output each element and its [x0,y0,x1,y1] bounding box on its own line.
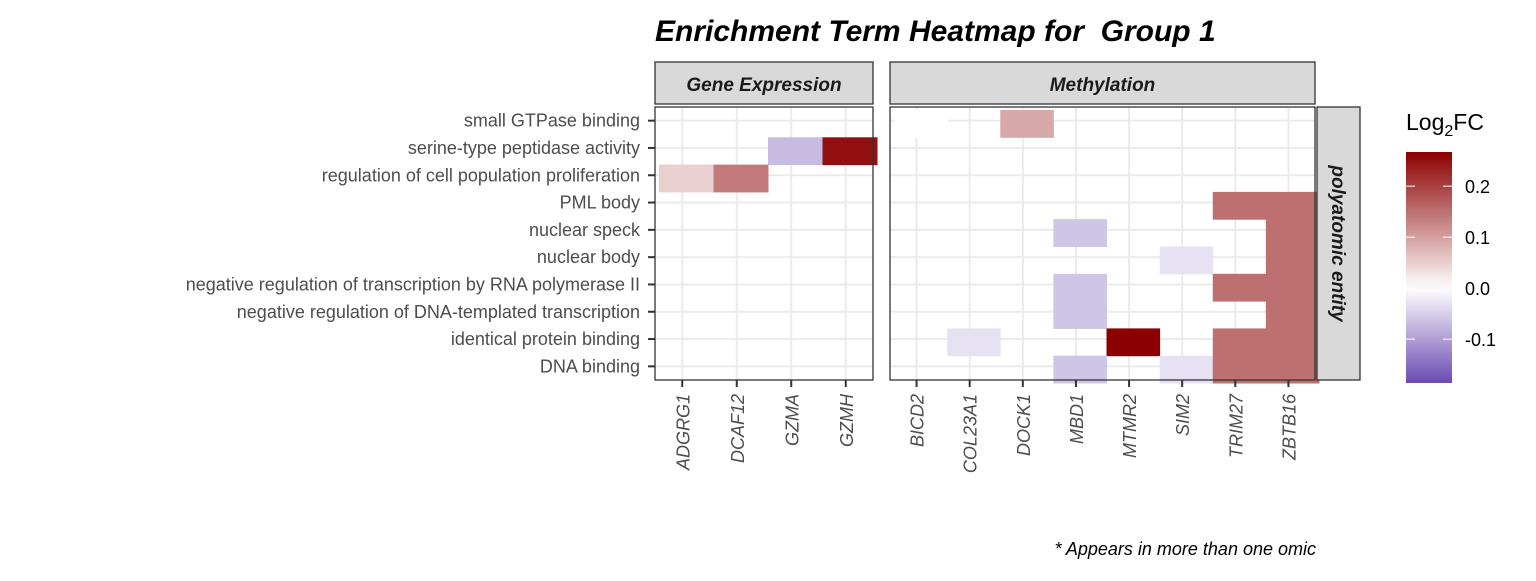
panel-methylation: Methylation BICD2 COL23A1 DOCK1 MBD1 MTMR2 SIM… [889,61,1320,473]
legend-title-main: Log [1406,109,1444,135]
heatmap-cell [1265,219,1320,247]
heatmap-cell [768,137,823,166]
row-facet-strip-label: polyatomic entity [1327,164,1348,323]
x-tick-label: BICD2 [908,394,928,447]
y-tick-label: negative regulation of transcription by … [186,274,640,294]
footnote: * Appears in more than one omic [1055,539,1316,559]
x-tick-label: ZBTB16 [1279,393,1299,461]
x-tick-label: TRIM27 [1226,393,1246,458]
heatmap-cell [947,328,1001,357]
x-tick-label: COL23A1 [961,394,981,473]
x-tick-label: MTMR2 [1120,394,1140,458]
legend-tick-label: 0.2 [1465,177,1490,197]
y-tick-label: PML body [560,193,640,213]
heatmap-cell [1265,355,1320,384]
heatmap-cell [1212,191,1267,220]
y-tick-label: negative regulation of DNA-templated tra… [237,302,640,322]
heatmap-cell [1053,219,1107,247]
y-tick-label: small GTPase binding [464,111,640,131]
legend-title-sub: 2 [1444,123,1453,140]
heatmap-cell [1212,273,1267,302]
x-tick-label: MBD1 [1067,394,1087,444]
heatmap-cell [1106,328,1161,357]
y-tick-label: regulation of cell population proliferat… [322,165,640,185]
legend-tick-label: 0.0 [1465,279,1490,299]
y-tick-label: serine-type peptidase activity [408,138,640,158]
heatmap-cell [1212,355,1267,384]
panel-border [654,106,874,381]
heatmap-cell [1265,273,1320,302]
heatmap-cell [1265,328,1320,357]
facet-strip-label: Gene Expression [686,75,841,96]
x-tick-label: DOCK1 [1014,394,1034,456]
x-tick-label: SIM2 [1173,394,1193,436]
y-tick-label: nuclear speck [529,220,641,240]
y-tick-label: nuclear body [537,247,640,267]
facet-strip [654,61,874,105]
heatmap-cell [894,110,948,138]
y-tick-label: DNA binding [540,356,640,376]
chart-title: Enrichment Term Heatmap for Group 1 [655,15,1216,48]
x-tick-label: DCAF12 [728,394,748,463]
heatmap-cell [822,137,878,166]
legend-title-tail: FC [1453,109,1484,135]
legend-tick-label: 0.1 [1465,228,1490,248]
heatmap-cell [1265,191,1320,220]
heatmap-cell [1212,328,1267,357]
facet-strip [889,61,1316,105]
row-facet-strip [1316,106,1361,381]
heatmap-cell [1265,301,1320,329]
x-tick-label: GZMA [782,394,802,446]
heatmap-cell [1159,246,1214,275]
heatmap-cell [1053,301,1107,329]
heatmap-cell [1159,355,1214,384]
heatmap-cell [1053,355,1107,384]
facet-strip-label: Methylation [1050,75,1156,96]
heatmap-cell [1000,110,1054,138]
panel-gene-expression: Gene Expression ADGRG1 DCAF12 GZMA GZMH [654,61,878,471]
heatmap-cell [1053,273,1107,302]
colorbar [1406,152,1452,383]
legend-tick-label: -0.1 [1465,330,1496,350]
x-tick-label: GZMH [837,393,857,447]
y-tick-label: identical protein binding [451,329,640,349]
x-tick-label: ADGRG1 [673,394,693,471]
heatmap-cell [659,164,714,193]
color-legend: Log2FC 0.2 0.1 0.0 -0.1 [1406,109,1496,383]
panel-border [889,106,1316,381]
legend-title: Log2FC [1406,109,1484,140]
heatmap-cell [1265,246,1320,275]
heatmap-cell [713,164,769,193]
